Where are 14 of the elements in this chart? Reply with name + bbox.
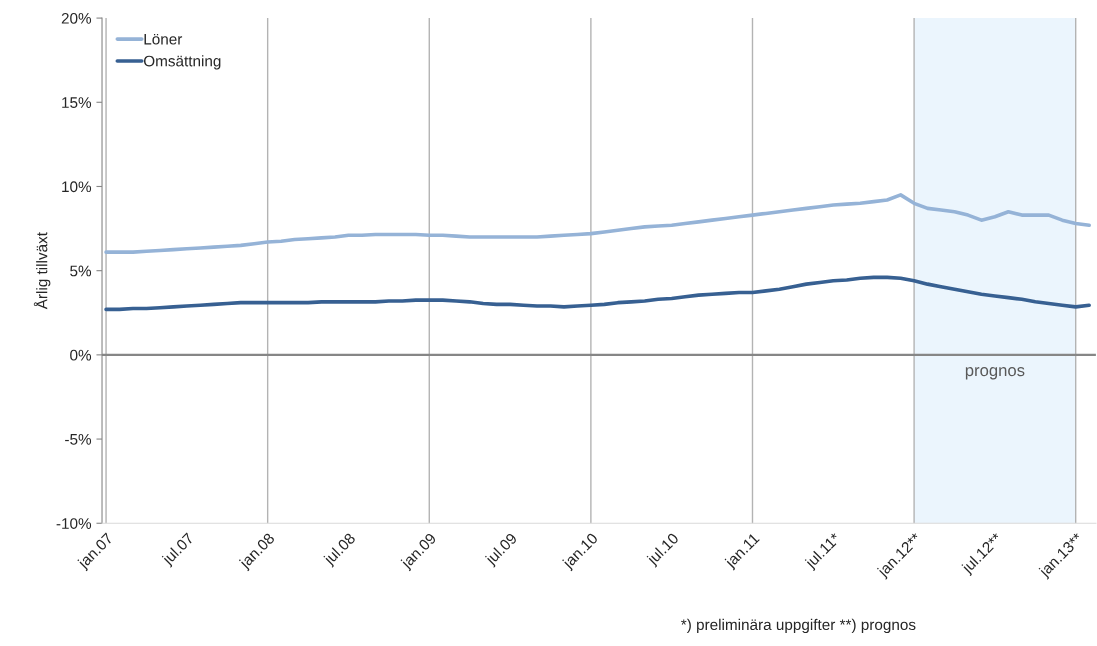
line-series <box>104 275 1091 312</box>
y-axis-title: Årlig tillväxt <box>33 232 51 310</box>
y-tick-label: 15% <box>62 97 92 108</box>
legend-label: Löner <box>144 33 183 45</box>
y-tick-label: -10% <box>56 518 92 529</box>
y-tick-label: 0% <box>70 349 92 361</box>
band-label: prognos <box>965 367 1025 380</box>
y-tick-label: 20% <box>61 12 92 24</box>
y-tick-label: -5% <box>65 434 92 445</box>
y-tick-label: 5% <box>70 265 92 277</box>
text: *) preliminära uppgifter **) prognos <box>681 618 916 634</box>
legend-label: Omsättning <box>143 55 221 70</box>
y-tick-label: 10% <box>62 181 92 193</box>
line-series <box>104 193 1091 254</box>
